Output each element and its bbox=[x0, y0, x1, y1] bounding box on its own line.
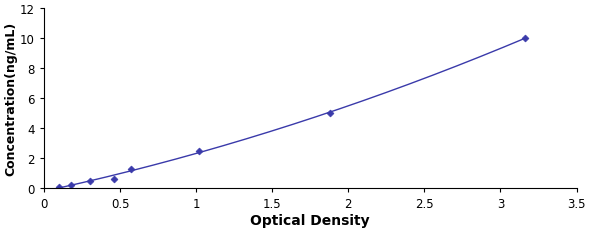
X-axis label: Optical Density: Optical Density bbox=[251, 213, 370, 227]
Y-axis label: Concentration(ng/mL): Concentration(ng/mL) bbox=[4, 22, 17, 176]
